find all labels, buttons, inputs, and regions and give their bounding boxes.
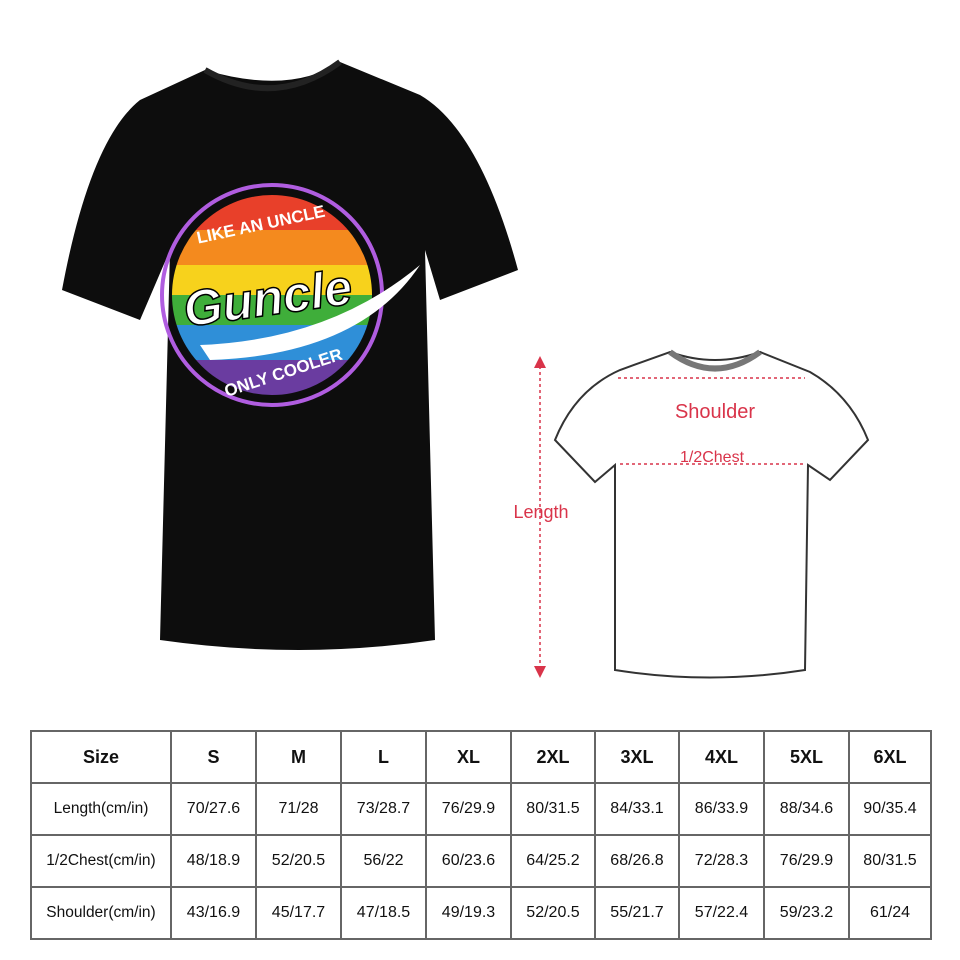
table-cell: 88/34.6 — [763, 782, 850, 836]
swoosh — [200, 265, 420, 360]
table-row: Length(cm/in) 70/27.6 71/28 73/28.7 76/29.9 8… — [30, 782, 932, 836]
collar — [203, 59, 342, 92]
size-table: Size S M L XL 2XL 3XL 4XL 5XL 6XL Length… — [30, 730, 932, 940]
shoulder-label: Shoulder — [675, 401, 755, 423]
header-cell: S — [170, 730, 257, 784]
table-cell: 60/23.6 — [425, 834, 512, 888]
header-cell: 5XL — [763, 730, 850, 784]
table-cell: 47/18.5 — [340, 886, 427, 940]
table-cell: 72/28.3 — [678, 834, 765, 888]
table-cell: 76/29.9 — [763, 834, 850, 888]
table-cell: 43/16.9 — [170, 886, 257, 940]
header-cell: 6XL — [848, 730, 932, 784]
table-cell: 52/20.5 — [255, 834, 342, 888]
chest-label: 1/2Chest — [680, 449, 745, 466]
size-diagram: Shoulder 1/2Chest Length — [513, 349, 870, 679]
table-cell: 52/20.5 — [510, 886, 596, 940]
table-cell: 70/27.6 — [170, 782, 257, 836]
stripe — [172, 265, 372, 295]
table-cell: 71/28 — [255, 782, 342, 836]
table-cell: 73/28.7 — [340, 782, 427, 836]
header-cell: 3XL — [594, 730, 680, 784]
table-cell: 57/22.4 — [678, 886, 765, 940]
table-cell: 80/31.5 — [510, 782, 596, 836]
header-cell: XL — [425, 730, 512, 784]
table-row: 1/2Chest(cm/in) 48/18.9 52/20.5 56/22 60/23.… — [30, 834, 932, 888]
table-cell: 86/33.9 — [678, 782, 765, 836]
stripe — [172, 230, 372, 265]
table-cell: 80/31.5 — [848, 834, 932, 888]
table-cell: 84/33.1 — [594, 782, 680, 836]
row-label: 1/2Chest(cm/in) — [30, 834, 172, 888]
table-cell: 48/18.9 — [170, 834, 257, 888]
header-cell: 2XL — [510, 730, 596, 784]
table-header-row: Size S M L XL 2XL 3XL 4XL 5XL 6XL — [30, 730, 932, 784]
length-label: Length — [513, 502, 568, 522]
header-cell: M — [255, 730, 342, 784]
header-cell: 4XL — [678, 730, 765, 784]
table-cell: 45/17.7 — [255, 886, 342, 940]
table-cell: 49/19.3 — [425, 886, 512, 940]
row-label: Length(cm/in) — [30, 782, 172, 836]
table-cell: 56/22 — [340, 834, 427, 888]
row-label: Shoulder(cm/in) — [30, 886, 172, 940]
table-cell: 76/29.9 — [425, 782, 512, 836]
table-cell: 59/23.2 — [763, 886, 850, 940]
table-cell: 64/25.2 — [510, 834, 596, 888]
table-row: Shoulder(cm/in) 43/16.9 45/17.7 47/18.5 49/1… — [30, 886, 932, 940]
table-cell: 61/24 — [848, 886, 932, 940]
table-cell: 55/21.7 — [594, 886, 680, 940]
table-cell: 90/35.4 — [848, 782, 932, 836]
black-tshirt-image: LIKE AN UNCLE Guncle ONLY COOLER — [62, 59, 518, 650]
header-cell: L — [340, 730, 427, 784]
header-cell: Size — [30, 730, 172, 784]
table-cell: 68/26.8 — [594, 834, 680, 888]
